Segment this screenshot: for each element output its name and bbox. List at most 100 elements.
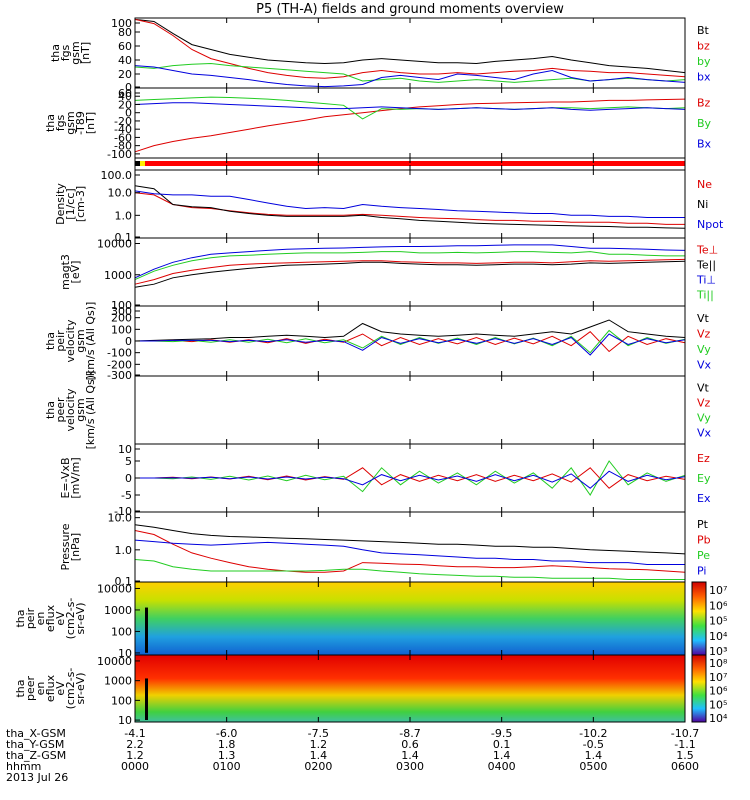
y-tick-label: -100 <box>107 148 132 161</box>
y-axis-label-line: eV <box>54 681 67 696</box>
y-tick-label: 100 <box>111 323 132 336</box>
series-line-By <box>134 96 686 120</box>
y-tick-label: 100 <box>111 625 132 638</box>
colorbar-label: 10³ <box>709 645 727 658</box>
series-line-Npot <box>134 190 685 218</box>
mode-bar-red <box>135 161 685 166</box>
y-tick-label: 1.0 <box>115 209 133 222</box>
colorbar-label: 10⁷ <box>709 584 727 597</box>
y-axis-label-line: gsm <box>74 398 87 421</box>
y-tick-label: 100 <box>111 299 132 312</box>
y-axis-label-line: eflux <box>44 604 57 632</box>
y-axis-label: thafgsgsm[nT] <box>49 41 92 64</box>
y-axis-label-line: magt3 <box>59 254 72 290</box>
y-axis-label-line: sr-eV) <box>74 602 87 634</box>
series-line-Ni <box>134 185 686 229</box>
footer-value: 1.3 <box>218 749 236 762</box>
y-tick-label: -10 <box>114 505 132 518</box>
y-axis-label: thapeirenefluxeV(cm2-s-sr-eV) <box>14 598 87 640</box>
footer-value: -0.5 <box>583 738 604 751</box>
legend-label: Te⊥ <box>696 244 718 257</box>
legend-label: Ti|| <box>696 289 714 302</box>
y-axis-label-line: en <box>34 682 47 696</box>
y-axis-label-line: peer <box>24 676 37 702</box>
legend-label: Vz <box>697 397 711 410</box>
colorbar-label: 10⁸ <box>709 657 728 670</box>
footer-value: 1.4 <box>401 749 419 762</box>
y-axis-label: Density[1/cc][cm-3] <box>54 183 87 225</box>
legend-label: bz <box>697 39 710 52</box>
legend-label: by <box>697 55 711 68</box>
y-tick-label: 10 <box>118 647 132 660</box>
y-axis-label-line: tha <box>49 44 62 62</box>
footer-row-label: tha_Z-GSM <box>6 749 66 762</box>
y-axis-label: E=-VxB[mV/m] <box>59 457 82 498</box>
legend-label: Vt <box>697 312 710 325</box>
y-tick-label: 60 <box>118 40 132 53</box>
y-axis-label-line: tha <box>14 679 27 697</box>
footer-value: -10.2 <box>579 727 607 740</box>
legend-label: Pi <box>697 564 706 577</box>
series-line-Te|| <box>134 260 686 288</box>
y-axis-label-line: -T89 <box>74 111 87 135</box>
y-tick-label: 100.0 <box>101 169 133 182</box>
series-line-Ti|| <box>134 251 685 281</box>
y-tick-label: 10.0 <box>108 512 133 525</box>
panel-frame <box>134 169 686 239</box>
footer-value: 1.8 <box>218 738 236 751</box>
footer-row-label: tha_Y-GSM <box>6 738 64 751</box>
y-axis-label: thapeerenefluxeV(cm2-s-sr-eV) <box>14 668 87 710</box>
y-axis-label-line: tha <box>44 401 57 419</box>
series-line-Te⊥ <box>134 258 686 285</box>
y-axis-label-line: tha <box>44 332 57 350</box>
y-axis-label-line: en <box>34 612 47 626</box>
y-tick-label: 10 <box>118 714 132 727</box>
colorbar-label: 10⁵ <box>709 698 727 711</box>
y-tick-label: 0 <box>125 81 132 94</box>
y-axis-label-line: velocity <box>64 388 77 431</box>
footer-row-label: tha_X-GSM <box>6 727 66 740</box>
spectrogram-image <box>135 655 685 722</box>
mode-bar-marker <box>135 161 140 166</box>
y-tick-label: 300 <box>111 305 132 318</box>
y-tick-label: -20 <box>114 115 132 128</box>
colorbar-label: 10⁵ <box>709 615 727 628</box>
panel-9: 10.0 1.0 0.1 Pressure[nPa] Pt Pb Pe Pi <box>59 511 711 588</box>
y-tick-label: 60 <box>118 87 132 100</box>
y-axis-label: thapeirvelocitygsm[km/s (All Qs)] <box>44 302 97 381</box>
colorbar-label: 10⁷ <box>709 671 727 684</box>
spectrogram-gap-marker <box>145 678 148 720</box>
y-axis-label-line: [km/s (All Qs)] <box>84 302 97 381</box>
legend-label: Ti⊥ <box>696 274 716 287</box>
figure-title: P5 (TH-A) fields and ground moments over… <box>256 2 564 17</box>
y-tick-label: -80 <box>114 140 132 153</box>
y-axis-label-line: [nT] <box>84 112 97 134</box>
y-axis-label: thafgsgsm-T89[nT] <box>44 111 97 135</box>
footer-row-label: hhmm <box>6 760 41 773</box>
legend-label: Ni <box>697 198 708 211</box>
series-line-bz <box>134 18 686 79</box>
legend-label: Ey <box>697 472 711 485</box>
y-tick-label: 200 <box>111 312 132 325</box>
y-tick-label: -200 <box>107 358 132 371</box>
y-axis-label-line: [mV/m] <box>69 457 82 498</box>
spectrogram-image <box>135 582 685 655</box>
y-axis-label: thapeervelocitygsm[km/s (All Qs)] <box>44 371 97 450</box>
y-axis-label-line: [eV] <box>69 261 82 284</box>
legend-label: Vy <box>697 343 711 356</box>
y-tick-label: 1000 <box>104 269 132 282</box>
legend-label: Pt <box>697 518 709 531</box>
series-line-Bt <box>134 18 686 74</box>
legend-label: Vx <box>697 358 712 371</box>
legend-label: Vy <box>697 412 711 425</box>
legend-label: Bz <box>697 96 711 109</box>
legend-label: Vz <box>697 327 711 340</box>
y-tick-label: 10000 <box>97 238 132 251</box>
legend-label: Bx <box>697 138 712 151</box>
footer-value: 0.1 <box>493 738 511 751</box>
legend-label: By <box>697 117 712 130</box>
panel-4: 100.0 10.0 1.0 0.1 Density[1/cc][cm-3] Ne Ni Np… <box>54 169 724 244</box>
y-tick-label: 0 <box>125 107 132 120</box>
